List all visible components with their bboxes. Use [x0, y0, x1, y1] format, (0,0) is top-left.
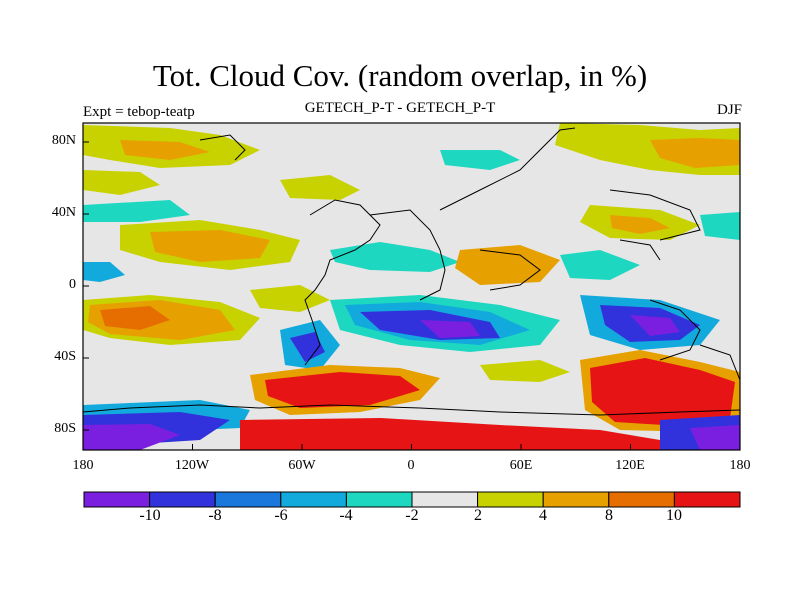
anomaly-region	[83, 200, 190, 222]
anomaly-region	[250, 285, 330, 312]
coastline	[699, 344, 740, 381]
anomaly-region	[280, 175, 360, 200]
contour-field	[83, 123, 740, 450]
coastline	[649, 299, 701, 361]
colorbar-label: 4	[539, 507, 547, 524]
colorbar-swatch	[214, 491, 282, 508]
colorbar-label: -10	[139, 507, 161, 524]
anomaly-region	[690, 425, 740, 450]
x-tick-label: 0	[407, 458, 415, 473]
anomaly-region	[590, 358, 735, 426]
x-tick-label: 180	[72, 458, 94, 473]
x-tick-label: 120E	[615, 458, 645, 473]
colorbar-label: -8	[208, 507, 222, 524]
coastline	[304, 199, 381, 366]
x-tick-label: 180	[729, 458, 751, 473]
y-tick-label: 80N	[51, 133, 76, 148]
coastline	[479, 249, 541, 291]
anomaly-region	[83, 424, 180, 450]
colorbar-swatch	[673, 491, 741, 508]
colorbar-swatch	[83, 491, 151, 508]
anomaly-region	[120, 140, 210, 160]
anomaly-region	[290, 332, 325, 362]
colorbar-swatch	[345, 491, 413, 508]
subtitle-left: Expt = tebop-teatp	[83, 104, 195, 120]
x-tick-label: 120W	[174, 458, 210, 473]
coastline	[619, 239, 661, 261]
colorbar-label: 8	[605, 507, 613, 524]
tick-marks	[82, 141, 741, 450]
anomaly-region	[630, 315, 680, 336]
y-tick-label: 40S	[54, 349, 76, 364]
anomaly-region	[150, 230, 270, 262]
coastline	[369, 209, 446, 301]
anomaly-region	[100, 306, 170, 330]
subtitle-right: DJF	[716, 102, 742, 118]
anomaly-region	[440, 150, 520, 170]
colorbar-swatch	[411, 491, 479, 508]
anomaly-region	[420, 320, 480, 338]
anomaly-region	[650, 138, 740, 168]
anomaly-region	[700, 212, 740, 240]
anomaly-region	[83, 170, 160, 195]
colorbar-label: 2	[474, 507, 482, 524]
colorbar-swatch	[608, 491, 675, 508]
map-title: Tot. Cloud Cov. (random overlap, in %)	[152, 58, 648, 93]
y-tick-label: 80S	[54, 421, 76, 436]
anomaly-region	[83, 262, 125, 282]
anomaly-region	[610, 215, 670, 234]
coastline	[199, 134, 246, 161]
colorbar-label: -2	[405, 507, 419, 524]
y-tick-label: 0	[69, 277, 76, 292]
colorbar	[83, 491, 741, 508]
anomaly-region	[480, 360, 570, 382]
colorbar-label: -4	[339, 507, 353, 524]
colorbar-swatch	[542, 491, 610, 508]
colorbar-swatch	[280, 491, 347, 508]
anomaly-region	[265, 372, 420, 408]
y-tick-label: 40N	[51, 205, 76, 220]
anomaly-region	[240, 418, 660, 450]
colorbar-label: 10	[666, 507, 682, 524]
anomaly-region	[330, 242, 460, 272]
x-tick-label: 60E	[509, 458, 533, 473]
coastline	[439, 127, 576, 211]
coastline	[609, 189, 701, 241]
colorbar-swatch	[477, 491, 544, 508]
coastlines	[83, 127, 740, 416]
coastline	[83, 404, 740, 416]
colorbar-swatch	[149, 491, 216, 508]
x-tick-label: 60W	[288, 458, 316, 473]
subtitle-center: GETECH_P-T - GETECH_P-T	[304, 100, 496, 116]
colorbar-label: -6	[274, 507, 288, 524]
anomaly-region	[560, 250, 640, 280]
